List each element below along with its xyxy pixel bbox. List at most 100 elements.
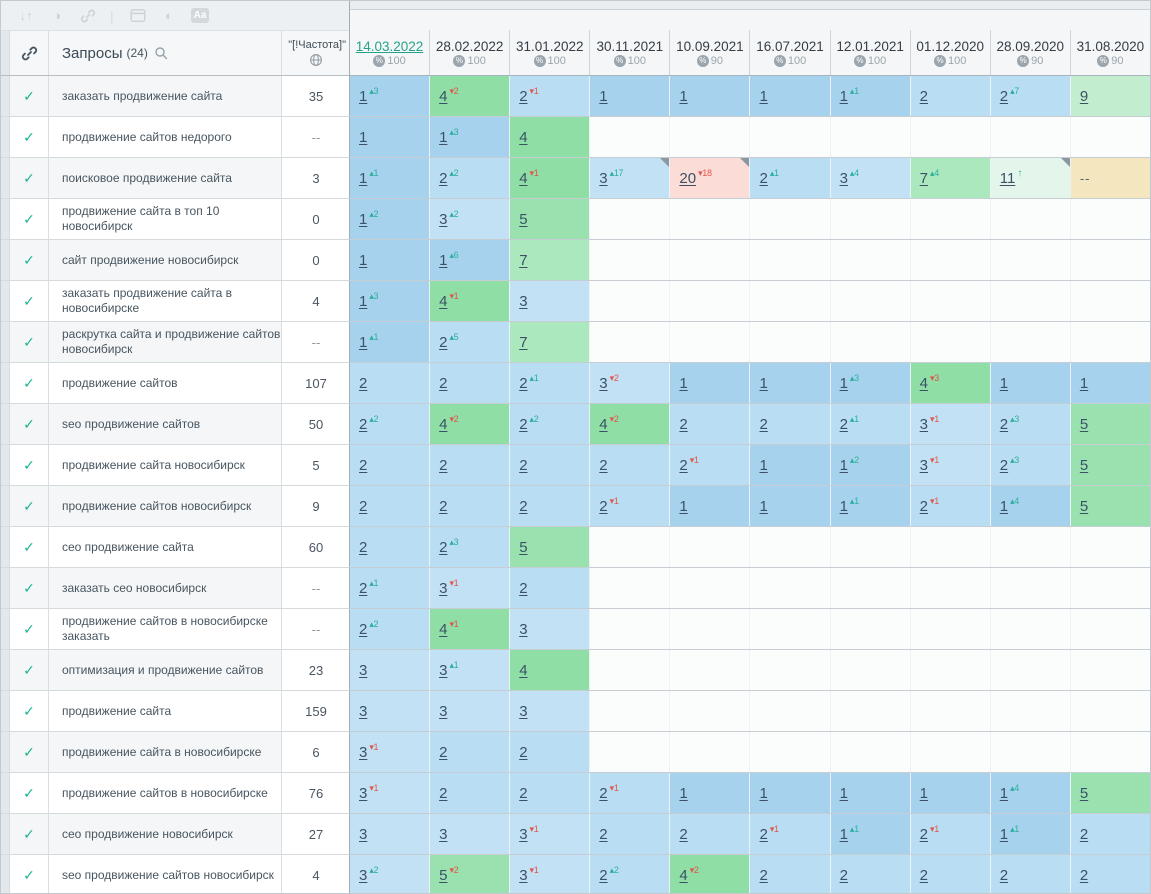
- position-link[interactable]: 2: [439, 743, 448, 761]
- row-handle[interactable]: [1, 445, 10, 485]
- row-handle[interactable]: [1, 240, 10, 280]
- position-link[interactable]: 7: [519, 333, 528, 351]
- position-link[interactable]: 2: [519, 456, 528, 474]
- position-link[interactable]: 2: [439, 456, 448, 474]
- row-checkbox[interactable]: ✓: [10, 158, 48, 198]
- row-checkbox[interactable]: ✓: [10, 363, 48, 403]
- position-link[interactable]: 1: [759, 784, 768, 802]
- position-link[interactable]: 2: [999, 456, 1009, 474]
- position-link[interactable]: 5: [1079, 497, 1089, 515]
- date-column-header[interactable]: 30.11.2021% 100: [589, 30, 669, 75]
- position-link[interactable]: 3: [359, 661, 368, 679]
- row-checkbox[interactable]: ✓: [10, 281, 48, 321]
- row-checkbox[interactable]: ✓: [10, 76, 48, 116]
- row-handle[interactable]: [1, 814, 10, 854]
- date-column-header[interactable]: 12.01.2021% 100: [829, 30, 910, 75]
- position-link[interactable]: 3: [519, 866, 528, 884]
- sort-icon[interactable]: ↓↑: [19, 8, 33, 23]
- keyword-cell[interactable]: продвижение сайта: [48, 691, 281, 731]
- position-link[interactable]: 2: [679, 456, 688, 474]
- keyword-cell[interactable]: сео продвижение новосибирск: [48, 814, 281, 854]
- position-link[interactable]: 2: [599, 497, 608, 515]
- position-link[interactable]: 2: [999, 87, 1009, 105]
- position-link[interactable]: 4: [679, 866, 688, 884]
- position-link[interactable]: 11: [999, 169, 1016, 187]
- position-link[interactable]: 4: [439, 292, 448, 310]
- position-link[interactable]: 5: [519, 210, 528, 228]
- row-checkbox[interactable]: ✓: [10, 814, 48, 854]
- position-link[interactable]: 1: [679, 784, 688, 802]
- position-link[interactable]: 2: [759, 866, 768, 884]
- date-column-header[interactable]: 14.03.2022% 100: [350, 30, 429, 75]
- position-link[interactable]: 1: [759, 497, 768, 515]
- row-checkbox[interactable]: ✓: [10, 732, 48, 772]
- row-checkbox[interactable]: ✓: [10, 568, 48, 608]
- row-handle[interactable]: [1, 281, 10, 321]
- keyword-cell[interactable]: seo продвижение сайтов новосибирск: [48, 855, 281, 893]
- position-link[interactable]: 2: [759, 825, 768, 843]
- position-link[interactable]: 3: [519, 702, 528, 720]
- position-link[interactable]: 2: [439, 333, 448, 351]
- position-link[interactable]: 7: [919, 169, 928, 187]
- position-link[interactable]: 5: [1079, 415, 1089, 433]
- position-link[interactable]: 1: [839, 87, 848, 105]
- row-handle[interactable]: [1, 568, 10, 608]
- row-handle[interactable]: [1, 158, 10, 198]
- row-checkbox[interactable]: ✓: [10, 322, 48, 362]
- keyword-cell[interactable]: заказать сео новосибирск: [48, 568, 281, 608]
- position-link[interactable]: 3: [439, 210, 448, 228]
- keyword-cell[interactable]: сео продвижение сайта: [48, 527, 281, 567]
- position-link[interactable]: 1: [759, 374, 768, 392]
- position-link[interactable]: 4: [519, 169, 528, 187]
- note-corner-icon[interactable]: [1060, 158, 1070, 167]
- row-checkbox[interactable]: ✓: [10, 199, 48, 239]
- position-link[interactable]: 1: [679, 374, 688, 392]
- position-link[interactable]: 1: [999, 825, 1009, 843]
- position-link[interactable]: 1: [839, 456, 848, 474]
- position-link[interactable]: 2: [1079, 825, 1089, 843]
- position-link[interactable]: 2: [519, 784, 528, 802]
- position-link[interactable]: 4: [439, 87, 448, 105]
- position-link[interactable]: 1: [439, 128, 448, 146]
- row-handle[interactable]: [1, 773, 10, 813]
- position-link[interactable]: 1: [999, 497, 1009, 515]
- row-handle[interactable]: [1, 609, 10, 649]
- position-link[interactable]: 5: [519, 538, 528, 556]
- keyword-cell[interactable]: продвижение сайтов новосибирск: [48, 486, 281, 526]
- position-link[interactable]: 5: [439, 866, 448, 884]
- position-link[interactable]: 2: [359, 374, 368, 392]
- position-link[interactable]: 2: [359, 497, 368, 515]
- position-link[interactable]: 1: [839, 825, 848, 843]
- row-checkbox[interactable]: ✓: [10, 773, 48, 813]
- keyword-cell[interactable]: продвижение сайтов в новосибирске: [48, 773, 281, 813]
- position-link[interactable]: 2: [679, 825, 688, 843]
- row-checkbox[interactable]: ✓: [10, 650, 48, 690]
- position-link[interactable]: 2: [919, 825, 928, 843]
- position-link[interactable]: 3: [839, 169, 848, 187]
- window-icon[interactable]: [129, 7, 147, 25]
- position-link[interactable]: 2: [439, 374, 448, 392]
- row-handle[interactable]: [1, 732, 10, 772]
- position-link[interactable]: 1: [359, 87, 368, 105]
- date-column-header[interactable]: 01.12.2020% 100: [909, 30, 990, 75]
- row-handle[interactable]: [1, 691, 10, 731]
- position-link[interactable]: 1: [999, 374, 1009, 392]
- keyword-cell[interactable]: заказать продвижение сайта в новосибирск…: [48, 281, 281, 321]
- position-link[interactable]: 2: [599, 456, 608, 474]
- keyword-cell[interactable]: раскрутка сайта и продвижение сайтов нов…: [48, 322, 281, 362]
- position-link[interactable]: 1: [919, 784, 928, 802]
- row-checkbox[interactable]: ✓: [10, 527, 48, 567]
- position-link[interactable]: 4: [919, 374, 928, 392]
- position-link[interactable]: 20: [679, 169, 697, 187]
- position-link[interactable]: 1: [359, 128, 368, 146]
- position-link[interactable]: 2: [839, 415, 848, 433]
- position-link[interactable]: 2: [839, 866, 848, 884]
- position-link[interactable]: 3: [359, 866, 368, 884]
- keyword-cell[interactable]: заказать продвижение сайта: [48, 76, 281, 116]
- position-link[interactable]: 1: [599, 87, 608, 105]
- position-link[interactable]: 2: [599, 866, 608, 884]
- row-handle[interactable]: [1, 404, 10, 444]
- position-link[interactable]: 3: [919, 456, 928, 474]
- position-link[interactable]: 2: [519, 87, 528, 105]
- row-handle[interactable]: [1, 527, 10, 567]
